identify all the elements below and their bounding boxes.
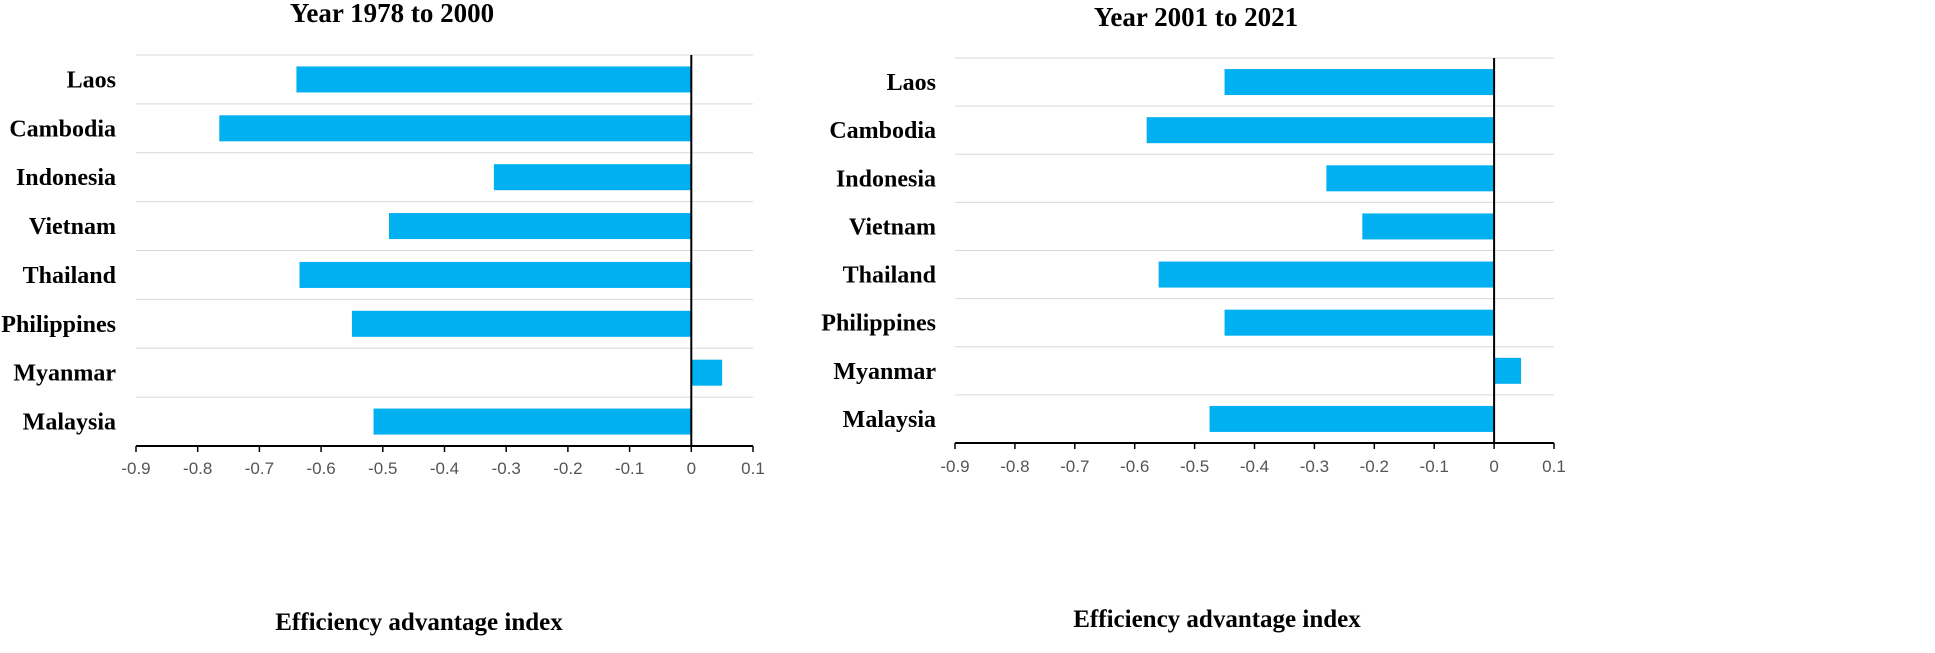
category-label: Laos [67,67,116,93]
tick-label: -0.2 [1360,457,1389,476]
category-label: Malaysia [23,410,116,436]
bar-thailand [1158,261,1495,288]
tick-label: -0.5 [368,459,397,478]
category-label: Thailand [23,263,117,289]
chart-title: Year 1978 to 2000 [290,0,494,28]
chart-panel-2001-2021: Year 2001 to 2021 Laos Cambodia Indonesia Vi… [821,2,1566,633]
bar-thailand [299,261,692,288]
tick-label: -0.7 [1060,457,1089,476]
tick-label: -0.9 [940,457,969,476]
bar-philippines [351,310,692,337]
bar-malaysia [1209,405,1495,432]
chart-title: Year 2001 to 2021 [1094,2,1298,32]
tick-label: -0.3 [1300,457,1329,476]
category-label: Laos [887,70,936,96]
bar-myanmar [691,359,723,386]
bar-myanmar [1494,357,1522,384]
category-label: Vietnam [29,214,116,240]
bar-vietnam [388,213,692,240]
tick-label: -0.7 [245,459,274,478]
tick-label: -0.8 [183,459,212,478]
bar-laos [1224,69,1495,96]
category-label: Vietnam [849,214,936,240]
category-label: Myanmar [833,359,936,385]
category-label: Indonesia [836,166,936,192]
bar-malaysia [373,408,692,435]
tick-label: -0.8 [1000,457,1029,476]
bar-vietnam [1362,213,1495,240]
chart-panel-1978-2000: Year 1978 to 2000 Laos Cambodia Indonesia Vi… [1,0,765,636]
bar-laos [296,66,692,93]
tick-label: -0.1 [615,459,644,478]
bar-philippines [1224,309,1495,336]
bar-cambodia [219,115,692,142]
tick-label: -0.4 [430,459,459,478]
category-label: Indonesia [16,165,116,191]
category-label: Malaysia [843,407,936,433]
tick-label: -0.1 [1420,457,1449,476]
category-label: Thailand [843,263,937,289]
tick-label: -0.6 [1120,457,1149,476]
tick-label: 0 [687,459,696,478]
bar-cambodia [1146,117,1495,144]
tick-label: 0.1 [741,459,765,478]
category-label: Cambodia [9,116,116,142]
category-label: Philippines [1,312,116,338]
tick-label: -0.4 [1240,457,1269,476]
tick-label: -0.5 [1180,457,1209,476]
x-axis-label: Efficiency advantage index [1073,606,1361,633]
bar-indonesia [493,164,692,191]
bar-indonesia [1326,165,1495,192]
tick-label: -0.6 [306,459,335,478]
tick-label: 0 [1489,457,1498,476]
x-axis-label: Efficiency advantage index [275,609,563,636]
tick-label: -0.2 [553,459,582,478]
category-label: Philippines [821,311,936,337]
category-label: Cambodia [829,118,936,144]
tick-label: 0.1 [1542,457,1566,476]
tick-label: -0.3 [492,459,521,478]
category-label: Myanmar [13,361,116,387]
tick-label: -0.9 [121,459,150,478]
